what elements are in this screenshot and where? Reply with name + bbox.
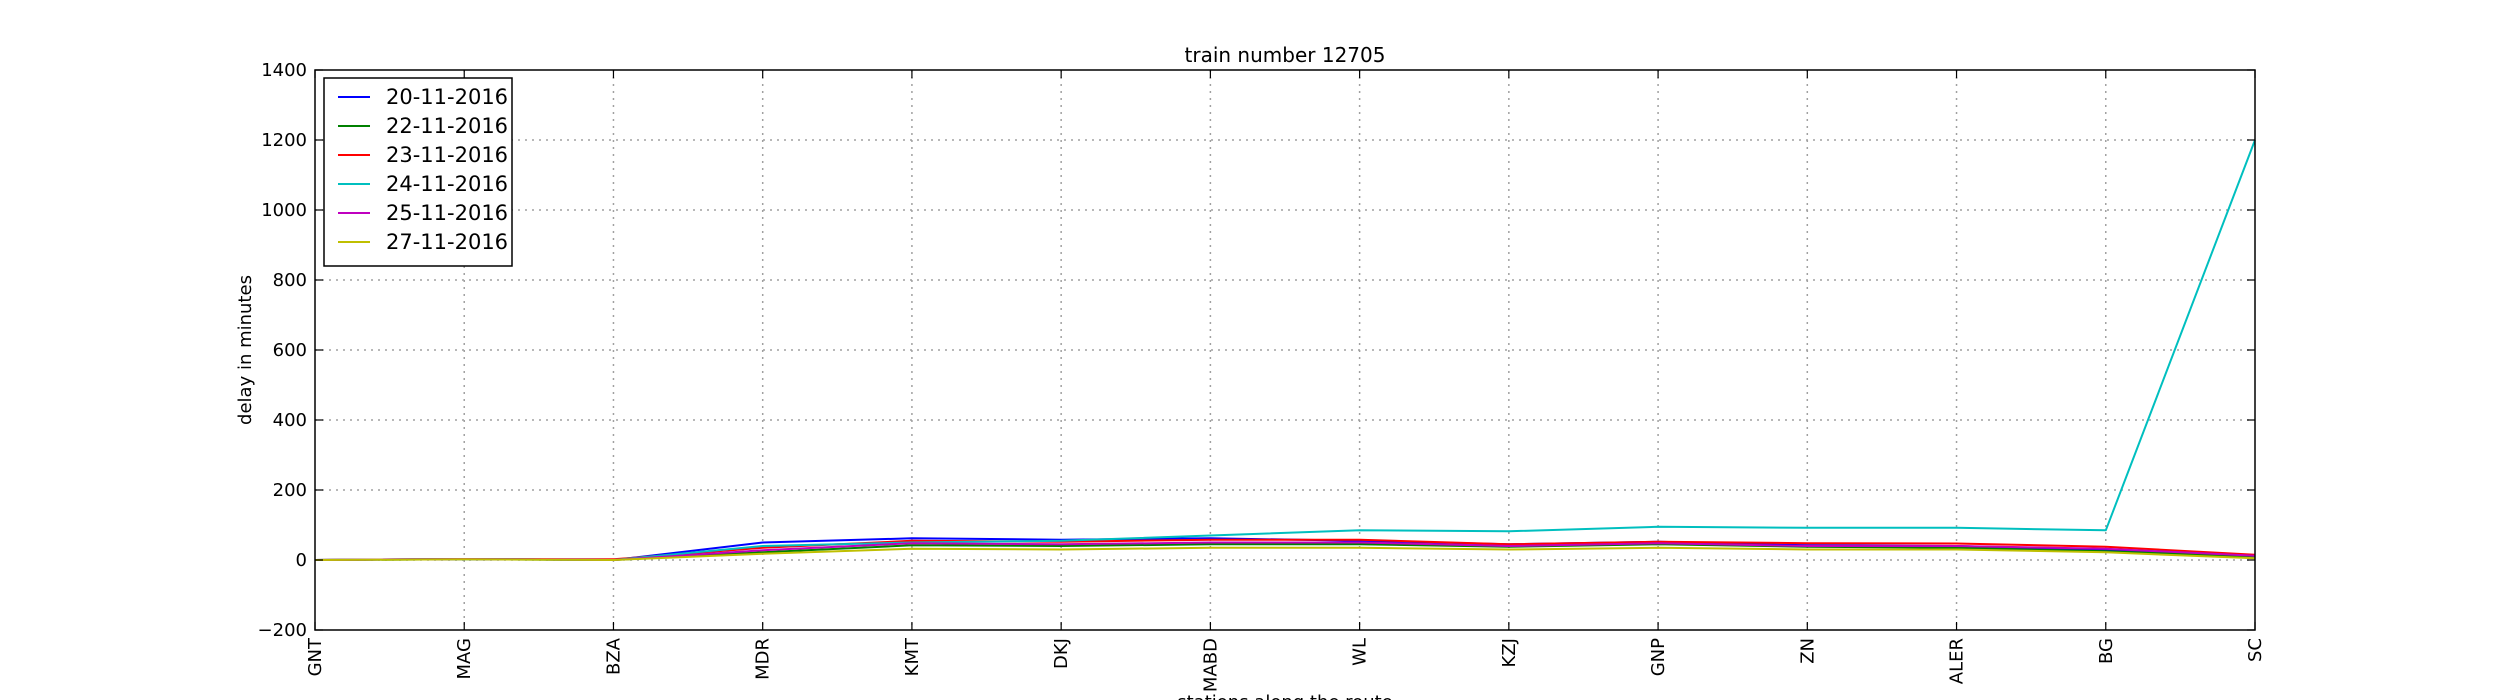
y-tick-label: 200 — [273, 480, 307, 501]
legend-entry: 20-11-2016 — [386, 85, 508, 109]
y-tick-labels: −200 0 200 400 600 800 1000 1200 1400 — [258, 60, 307, 641]
series-line-24-11-2016 — [314, 139, 2256, 561]
x-tick-label: MABD — [1200, 638, 1221, 692]
x-tick-label: KMT — [902, 637, 923, 676]
y-tick-label: 0 — [296, 550, 307, 571]
x-tick-label: DKJ — [1051, 638, 1072, 669]
y-axis-label: delay in minutes — [235, 275, 256, 425]
x-tick-label: KZJ — [1499, 638, 1520, 667]
x-tick-labels: GNT MAG BZA MDR KMT DKJ MABD WL KZJ GNP ZN ALER BG SC — [305, 637, 2266, 692]
legend: 20-11-2016 22-11-2016 23-11-2016 24-11-2016… — [323, 77, 513, 267]
x-tick-label: SC — [2245, 638, 2266, 662]
y-tick-label: 600 — [273, 340, 307, 361]
y-tick-label: 1200 — [261, 130, 307, 151]
x-tick-label: ZN — [1797, 638, 1818, 664]
axis-ticks — [314, 69, 2256, 631]
x-tick-label: GNP — [1648, 638, 1669, 676]
legend-entry: 25-11-2016 — [386, 201, 508, 225]
x-tick-label: MDR — [753, 638, 774, 680]
legend-entry: 23-11-2016 — [386, 143, 508, 167]
y-tick-label: −200 — [258, 620, 307, 641]
grid-lines — [315, 70, 2255, 630]
series-line-27-11-2016 — [314, 546, 2256, 561]
y-tick-label: 800 — [273, 270, 307, 291]
legend-entry: 24-11-2016 — [386, 172, 508, 196]
chart-title: train number 12705 — [1185, 43, 1386, 67]
legend-box — [323, 77, 513, 267]
x-tick-label: ALER — [1947, 638, 1968, 684]
x-axis-label: stations along the route — [1177, 692, 1392, 700]
x-tick-label: MAG — [454, 638, 475, 679]
x-tick-label: BZA — [603, 637, 624, 675]
series-lines — [314, 139, 2256, 561]
legend-entry: 22-11-2016 — [386, 114, 508, 138]
legend-entry: 27-11-2016 — [386, 230, 508, 254]
x-tick-label: GNT — [305, 637, 326, 676]
y-tick-label: 400 — [273, 410, 307, 431]
x-tick-label: WL — [1350, 638, 1371, 666]
x-tick-label: BG — [2096, 638, 2117, 664]
y-tick-label: 1000 — [261, 200, 307, 221]
y-tick-label: 1400 — [261, 60, 307, 81]
